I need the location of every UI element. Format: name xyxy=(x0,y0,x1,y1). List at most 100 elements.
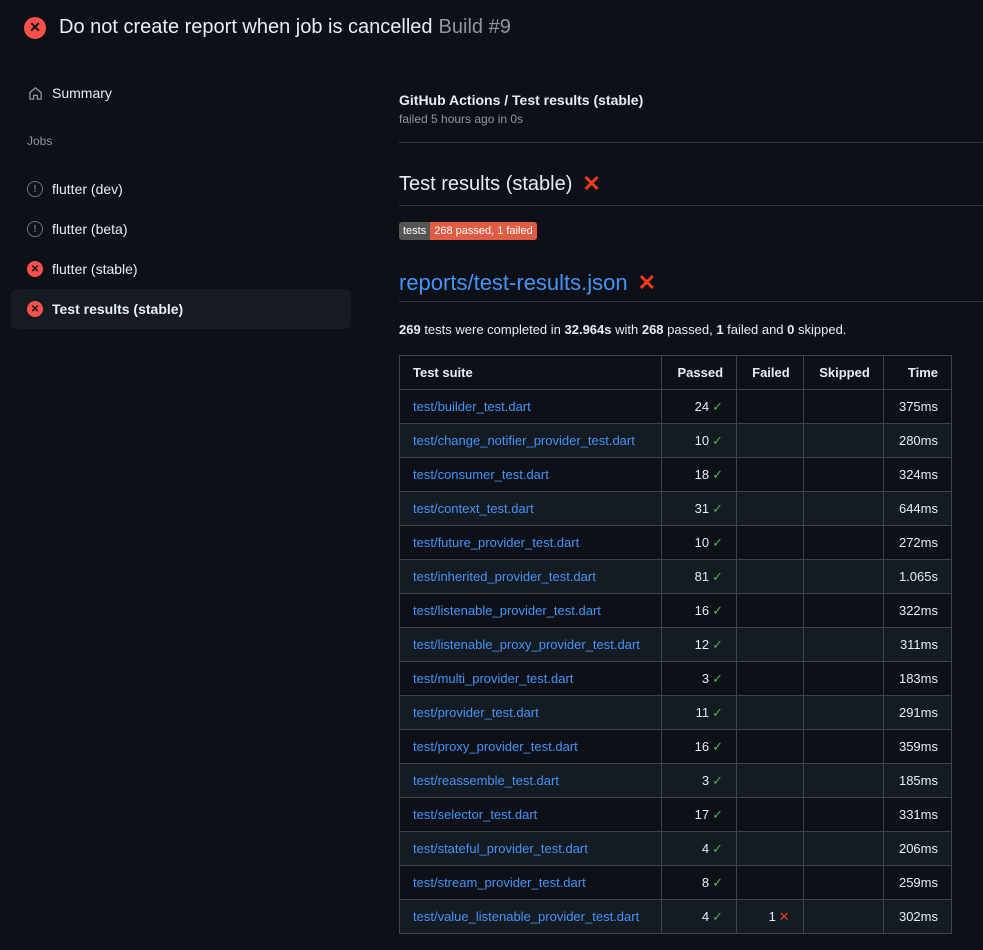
cross-icon: ✕ xyxy=(637,270,657,295)
home-icon xyxy=(27,85,43,101)
time-cell: 185ms xyxy=(882,763,953,798)
skipped-cell xyxy=(802,695,884,730)
check-icon: ✓ xyxy=(712,398,724,414)
failed-cell xyxy=(736,831,804,866)
table-row: test/change_notifier_provider_test.dart 1… xyxy=(398,423,953,458)
skipped-cell xyxy=(802,457,884,492)
total-count: 269 xyxy=(399,322,421,337)
skipped-cell xyxy=(802,729,884,764)
summary-text-part: failed and xyxy=(723,322,788,337)
suite-cell: test/provider_test.dart xyxy=(398,695,663,730)
suite-link[interactable]: test/proxy_provider_test.dart xyxy=(413,739,578,754)
tests-badge: tests 268 passed, 1 failed xyxy=(399,222,537,240)
failed-cell xyxy=(736,491,804,526)
results-table: Test suite Passed Failed Skipped Time te… xyxy=(398,355,953,934)
sidebar-item-job[interactable]: ! flutter (dev) xyxy=(11,169,351,209)
passed-cell: 16 ✓ xyxy=(661,729,738,764)
passed-value: 10 xyxy=(694,534,710,550)
suite-cell: test/proxy_provider_test.dart xyxy=(398,729,663,764)
check-icon: ✓ xyxy=(712,432,724,448)
sidebar-item-summary[interactable]: Summary xyxy=(11,73,351,113)
time-cell: 280ms xyxy=(882,423,953,458)
passed-value: 18 xyxy=(694,466,710,482)
table-row: test/stream_provider_test.dart 8 ✓ 259ms xyxy=(398,865,953,900)
suite-link[interactable]: test/stateful_provider_test.dart xyxy=(413,841,588,856)
passed-value: 81 xyxy=(694,568,710,584)
summary-text-part: skipped. xyxy=(794,322,847,337)
report-link[interactable]: reports/test-results.json xyxy=(399,270,628,295)
passed-value: 3 xyxy=(701,772,710,788)
sidebar-item-job[interactable]: ! flutter (beta) xyxy=(11,209,351,249)
suite-link[interactable]: test/consumer_test.dart xyxy=(413,467,549,482)
main-content: GitHub Actions / Test results (stable) f… xyxy=(398,92,983,934)
suite-cell: test/reassemble_test.dart xyxy=(398,763,663,798)
col-header-failed: Failed xyxy=(736,355,804,390)
build-number: Build #9 xyxy=(438,16,511,38)
check-icon: ✓ xyxy=(712,602,724,618)
suite-link[interactable]: test/selector_test.dart xyxy=(413,807,538,822)
passed-cell: 11 ✓ xyxy=(661,695,738,730)
passed-cell: 16 ✓ xyxy=(661,593,738,628)
passed-cell: 81 ✓ xyxy=(661,559,738,594)
suite-link[interactable]: test/listenable_provider_test.dart xyxy=(413,603,601,618)
table-row: test/stateful_provider_test.dart 4 ✓ 206ms xyxy=(398,831,953,866)
skipped-cell xyxy=(802,899,884,934)
check-icon: ✓ xyxy=(712,806,724,822)
table-row: test/listenable_proxy_provider_test.dart… xyxy=(398,627,953,662)
time-cell: 291ms xyxy=(882,695,953,730)
suite-link[interactable]: test/inherited_provider_test.dart xyxy=(413,569,596,584)
summary-text: 269 tests were completed in 32.964s with… xyxy=(399,322,983,337)
suite-cell: test/stateful_provider_test.dart xyxy=(398,831,663,866)
skipped-count: 0 xyxy=(787,322,795,337)
suite-link[interactable]: test/listenable_proxy_provider_test.dart xyxy=(413,637,640,652)
skipped-cell xyxy=(802,525,884,560)
passed-cell: 24 ✓ xyxy=(661,389,738,424)
check-icon: ✓ xyxy=(712,670,724,686)
passed-cell: 18 ✓ xyxy=(661,457,738,492)
table-row: test/value_listenable_provider_test.dart… xyxy=(398,899,953,934)
suite-cell: test/context_test.dart xyxy=(398,491,663,526)
check-icon: ✓ xyxy=(712,466,724,482)
suite-cell: test/multi_provider_test.dart xyxy=(398,661,663,696)
suite-link[interactable]: test/builder_test.dart xyxy=(413,399,531,414)
suite-link[interactable]: test/provider_test.dart xyxy=(413,705,539,720)
badge-label: tests xyxy=(399,222,431,240)
suite-link[interactable]: test/reassemble_test.dart xyxy=(413,773,559,788)
sidebar-item-job[interactable]: ✕ Test results (stable) xyxy=(11,289,351,329)
duration: 32.964s xyxy=(564,322,612,337)
passed-value: 16 xyxy=(694,602,710,618)
time-cell: 259ms xyxy=(882,865,953,900)
col-header-skipped: Skipped xyxy=(802,355,884,390)
summary-text-part: with xyxy=(611,322,642,337)
failed-cell xyxy=(736,729,804,764)
table-row: test/listenable_provider_test.dart 16 ✓ 322… xyxy=(398,593,953,628)
check-icon: ✓ xyxy=(712,738,724,754)
passed-cell: 12 ✓ xyxy=(661,627,738,662)
sidebar-item-label: flutter (dev) xyxy=(52,181,123,197)
suite-link[interactable]: test/stream_provider_test.dart xyxy=(413,875,586,890)
suite-link[interactable]: test/change_notifier_provider_test.dart xyxy=(413,433,635,448)
report-heading: reports/test-results.json ✕ xyxy=(399,270,983,302)
passed-cell: 3 ✓ xyxy=(661,661,738,696)
time-cell: 206ms xyxy=(882,831,953,866)
skipped-cell xyxy=(802,763,884,798)
table-row: test/context_test.dart 31 ✓ 644ms xyxy=(398,491,953,526)
table-row: test/future_provider_test.dart 10 ✓ 272ms xyxy=(398,525,953,560)
failed-value: 1 xyxy=(768,908,776,924)
check-icon: ✓ xyxy=(712,704,724,720)
col-header-suite: Test suite xyxy=(398,355,663,390)
table-row: test/selector_test.dart 17 ✓ 331ms xyxy=(398,797,953,832)
passed-value: 31 xyxy=(694,500,710,516)
suite-link[interactable]: test/future_provider_test.dart xyxy=(413,535,580,550)
suite-link[interactable]: test/context_test.dart xyxy=(413,501,534,516)
check-icon: ✓ xyxy=(712,568,724,584)
col-header-passed: Passed xyxy=(661,355,738,390)
passed-count: 268 xyxy=(641,322,664,337)
failed-count: 1 xyxy=(716,322,724,337)
sidebar-item-job[interactable]: ✕ flutter (stable) xyxy=(11,249,351,289)
suite-cell: test/inherited_provider_test.dart xyxy=(398,559,663,594)
passed-cell: 4 ✓ xyxy=(661,831,738,866)
suite-link[interactable]: test/multi_provider_test.dart xyxy=(413,671,574,686)
failed-status-icon: ✕ xyxy=(27,301,43,317)
suite-link[interactable]: test/value_listenable_provider_test.dart xyxy=(413,909,640,924)
